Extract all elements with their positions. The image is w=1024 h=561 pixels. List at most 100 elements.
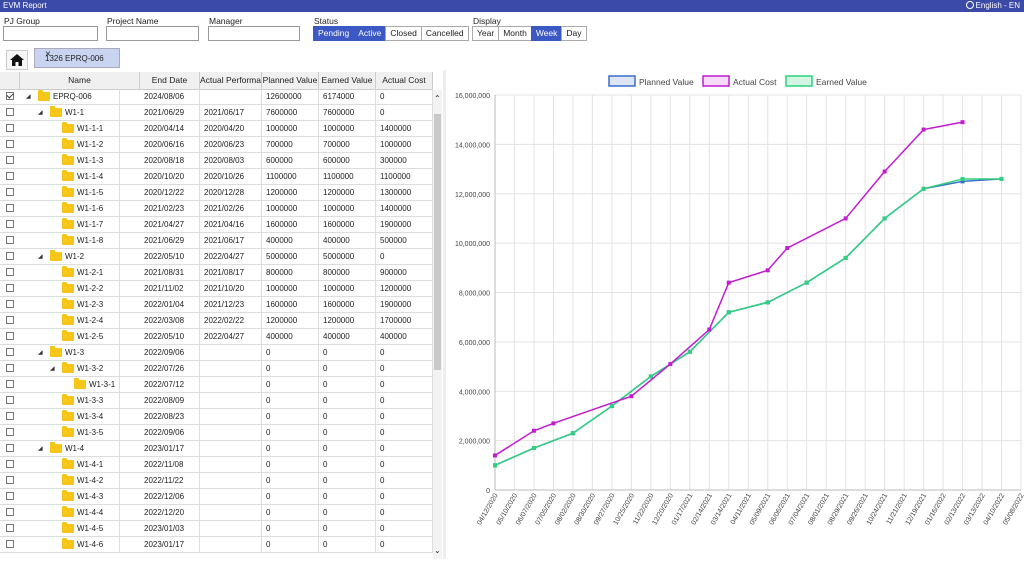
table-row[interactable]: W1-3-3 2022/08/09 0 0 0	[0, 393, 433, 409]
name-cell[interactable]: ◢ W1-1	[20, 105, 120, 120]
header-planned-value[interactable]: Planned Value	[262, 72, 319, 89]
table-row[interactable]: W1-1-8 2021/06/29 2021/06/17 400000 400000 50…	[0, 233, 433, 249]
name-cell[interactable]: W1-1-8	[20, 233, 120, 248]
header-actual-performance[interactable]: Actual Performa	[200, 72, 262, 89]
table-row[interactable]: W1-1-5 2020/12/22 2020/12/28 1200000 1200000…	[0, 185, 433, 201]
table-row[interactable]: W1-2-2 2021/11/02 2021/10/20 1000000 1000000…	[0, 281, 433, 297]
name-cell[interactable]: W1-1-6	[20, 201, 120, 216]
row-checkbox[interactable]	[6, 316, 14, 324]
table-row[interactable]: ◢ W1-2 2022/05/10 2022/04/27 5000000 5000000 0	[0, 249, 433, 265]
table-row[interactable]: W1-2-5 2022/05/10 2022/04/27 400000 400000 40…	[0, 329, 433, 345]
row-checkbox[interactable]	[6, 364, 14, 372]
row-checkbox[interactable]	[6, 268, 14, 276]
display-month-button[interactable]: Month	[498, 26, 532, 41]
row-checkbox[interactable]	[6, 108, 14, 116]
row-checkbox[interactable]	[6, 140, 14, 148]
home-button[interactable]	[6, 50, 28, 70]
name-cell[interactable]: W1-1-4	[20, 169, 120, 184]
close-icon[interactable]: ×	[45, 49, 51, 60]
expand-toggle-icon[interactable]: ◢	[38, 254, 43, 260]
row-checkbox[interactable]	[6, 124, 14, 132]
display-year-button[interactable]: Year	[472, 26, 500, 41]
name-cell[interactable]: W1-4-4	[20, 505, 120, 520]
table-row[interactable]: W1-1-2 2020/06/16 2020/06/23 700000 700000 10…	[0, 137, 433, 153]
tab-project[interactable]: 1326 EPRQ-006 ×	[34, 48, 120, 68]
expand-toggle-icon[interactable]: ◢	[38, 446, 43, 452]
table-row[interactable]: ◢ W1-3 2022/09/06 0 0 0	[0, 345, 433, 361]
name-cell[interactable]: W1-1-1	[20, 121, 120, 136]
name-cell[interactable]: ◢ W1-4	[20, 441, 120, 456]
row-checkbox[interactable]	[6, 476, 14, 484]
table-row[interactable]: W1-3-4 2022/08/23 0 0 0	[0, 409, 433, 425]
status-active-button[interactable]: Active	[353, 26, 387, 41]
name-cell[interactable]: W1-2-1	[20, 265, 120, 280]
table-row[interactable]: W1-2-1 2021/08/31 2021/08/17 800000 800000 90…	[0, 265, 433, 281]
table-row[interactable]: W1-4-3 2022/12/06 0 0 0	[0, 489, 433, 505]
header-end-date[interactable]: End Date	[140, 72, 200, 89]
expand-toggle-icon[interactable]: ◢	[38, 110, 43, 116]
name-cell[interactable]: W1-2-2	[20, 281, 120, 296]
scroll-thumb[interactable]	[434, 114, 441, 370]
row-checkbox[interactable]	[6, 460, 14, 468]
name-cell[interactable]: W1-4-6	[20, 537, 120, 552]
name-cell[interactable]: W1-1-3	[20, 153, 120, 168]
language-selector[interactable]: English - EN	[965, 0, 1020, 12]
header-earned-value[interactable]: Earned Value	[319, 72, 376, 89]
table-row[interactable]: W1-2-3 2022/01/04 2021/12/23 1600000 1600000…	[0, 297, 433, 313]
row-checkbox[interactable]	[6, 332, 14, 340]
row-checkbox[interactable]	[6, 508, 14, 516]
row-checkbox[interactable]	[6, 204, 14, 212]
name-cell[interactable]: W1-4-2	[20, 473, 120, 488]
grid-scrollbar[interactable]: ⌃ ⌄	[433, 90, 442, 559]
row-checkbox[interactable]	[6, 380, 14, 388]
expand-toggle-icon[interactable]: ◢	[50, 366, 55, 372]
table-row[interactable]: W1-1-4 2020/10/20 2020/10/26 1100000 1100000…	[0, 169, 433, 185]
status-cancelled-button[interactable]: Cancelled	[420, 26, 469, 41]
name-cell[interactable]: W1-1-2	[20, 137, 120, 152]
row-checkbox[interactable]	[6, 300, 14, 308]
table-row[interactable]: W1-4-4 2022/12/20 0 0 0	[0, 505, 433, 521]
name-cell[interactable]: ◢ W1-2	[20, 249, 120, 264]
row-checkbox[interactable]	[6, 92, 14, 100]
status-closed-button[interactable]: Closed	[385, 26, 422, 41]
table-row[interactable]: W1-1-3 2020/08/18 2020/08/03 600000 600000 30…	[0, 153, 433, 169]
row-checkbox[interactable]	[6, 524, 14, 532]
name-cell[interactable]: W1-2-4	[20, 313, 120, 328]
row-checkbox[interactable]	[6, 284, 14, 292]
name-cell[interactable]: W1-2-3	[20, 297, 120, 312]
row-checkbox[interactable]	[6, 412, 14, 420]
header-actual-cost[interactable]: Actual Cost	[376, 72, 433, 89]
name-cell[interactable]: W1-4-1	[20, 457, 120, 472]
table-row[interactable]: ◢ W1-3-2 2022/07/26 0 0 0	[0, 361, 433, 377]
row-checkbox[interactable]	[6, 188, 14, 196]
row-checkbox[interactable]	[6, 236, 14, 244]
row-checkbox[interactable]	[6, 252, 14, 260]
name-cell[interactable]: W1-4-3	[20, 489, 120, 504]
name-cell[interactable]: ◢ W1-3	[20, 345, 120, 360]
table-row[interactable]: W1-1-1 2020/04/14 2020/04/20 1000000 1000000…	[0, 121, 433, 137]
display-week-button[interactable]: Week	[530, 26, 563, 41]
name-cell[interactable]: W1-2-5	[20, 329, 120, 344]
manager-input[interactable]	[208, 26, 300, 41]
table-row[interactable]: W1-4-5 2023/01/03 0 0 0	[0, 521, 433, 537]
status-pending-button[interactable]: Pending	[313, 26, 355, 41]
display-day-button[interactable]: Day	[561, 26, 587, 41]
table-row[interactable]: W1-1-6 2021/02/23 2021/02/26 1000000 1000000…	[0, 201, 433, 217]
table-row[interactable]: W1-3-1 2022/07/12 0 0 0	[0, 377, 433, 393]
name-cell[interactable]: W1-4-5	[20, 521, 120, 536]
row-checkbox[interactable]	[6, 492, 14, 500]
row-checkbox[interactable]	[6, 428, 14, 436]
table-row[interactable]: W1-4-6 2023/01/17 0 0 0	[0, 537, 433, 553]
row-checkbox[interactable]	[6, 396, 14, 404]
expand-toggle-icon[interactable]: ◢	[26, 94, 31, 100]
name-cell[interactable]: W1-1-7	[20, 217, 120, 232]
row-checkbox[interactable]	[6, 444, 14, 452]
table-row[interactable]: W1-4-2 2022/11/22 0 0 0	[0, 473, 433, 489]
header-name[interactable]: Name	[20, 72, 140, 89]
name-cell[interactable]: W1-3-5	[20, 425, 120, 440]
pj-group-input[interactable]	[3, 26, 98, 41]
row-checkbox[interactable]	[6, 220, 14, 228]
row-checkbox[interactable]	[6, 156, 14, 164]
name-cell[interactable]: W1-3-1	[20, 377, 120, 392]
expand-toggle-icon[interactable]: ◢	[38, 350, 43, 356]
